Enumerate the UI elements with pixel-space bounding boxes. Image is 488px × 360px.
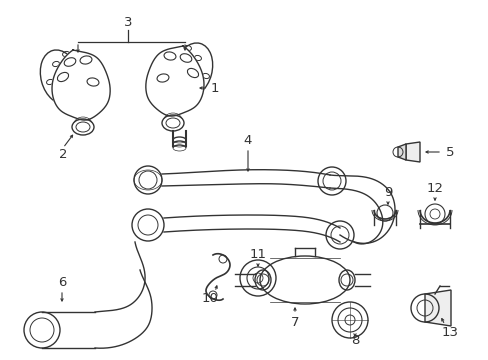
- Polygon shape: [52, 50, 110, 120]
- Polygon shape: [424, 290, 450, 326]
- Text: 10: 10: [201, 292, 218, 305]
- Text: 4: 4: [244, 134, 252, 147]
- Text: 8: 8: [350, 333, 359, 346]
- Text: 6: 6: [58, 275, 66, 288]
- Text: 2: 2: [59, 148, 67, 162]
- Text: 11: 11: [249, 248, 266, 261]
- Text: 5: 5: [445, 145, 453, 158]
- Polygon shape: [405, 142, 419, 162]
- Text: 3: 3: [123, 15, 132, 28]
- Polygon shape: [145, 46, 203, 116]
- Polygon shape: [397, 144, 405, 160]
- Text: 13: 13: [441, 325, 458, 338]
- Text: 1: 1: [210, 81, 219, 94]
- Text: 7: 7: [290, 315, 299, 328]
- Text: 9: 9: [383, 185, 391, 198]
- Text: 12: 12: [426, 181, 443, 194]
